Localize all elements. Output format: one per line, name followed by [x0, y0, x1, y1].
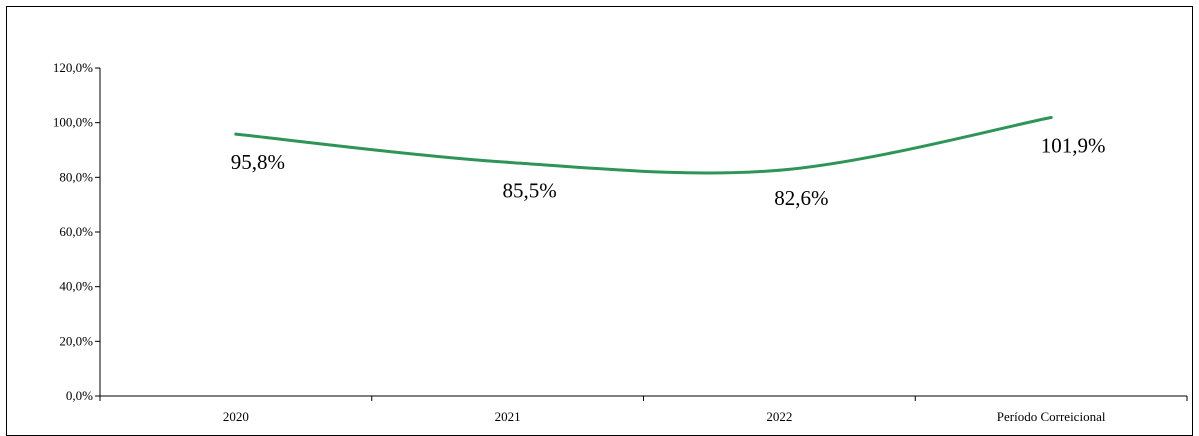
- x-tick-label: 2021: [495, 409, 521, 423]
- y-tick-label: 0,0%: [66, 388, 93, 403]
- y-tick-label: 60,0%: [59, 224, 93, 239]
- y-tick-label: 120,0%: [53, 60, 93, 75]
- x-tick-label: 2022: [766, 409, 792, 423]
- y-tick-label: 80,0%: [59, 169, 93, 184]
- data-label: 82,6%: [774, 186, 828, 210]
- series-line: [234, 115, 1053, 175]
- data-point: [506, 160, 510, 164]
- data-label: 101,9%: [1041, 133, 1106, 157]
- y-tick-label: 20,0%: [59, 333, 93, 348]
- x-tick-label: Período Correicional: [997, 409, 1106, 423]
- line-chart: 0,0% 20,0% 40,0% 60,0% 80,0% 100,0% 120,0% 202…: [53, 60, 1188, 423]
- data-point: [777, 168, 781, 172]
- data-labels: 95,8% 85,5% 82,6% 101,9%: [231, 133, 1106, 210]
- y-tick-label: 40,0%: [59, 279, 93, 294]
- x-axis-ticks: 2020 2021 2022 Período Correicional: [99, 396, 1188, 423]
- x-tick-label: 2020: [223, 409, 249, 423]
- data-label: 95,8%: [231, 150, 285, 174]
- data-point: [1049, 115, 1053, 119]
- data-label: 85,5%: [503, 178, 557, 202]
- series-group: [234, 115, 1053, 175]
- data-point: [234, 132, 238, 136]
- axes: [99, 68, 1187, 397]
- y-tick-label: 100,0%: [53, 115, 93, 130]
- y-axis-ticks: 0,0% 20,0% 40,0% 60,0% 80,0% 100,0% 120,0%: [53, 60, 100, 403]
